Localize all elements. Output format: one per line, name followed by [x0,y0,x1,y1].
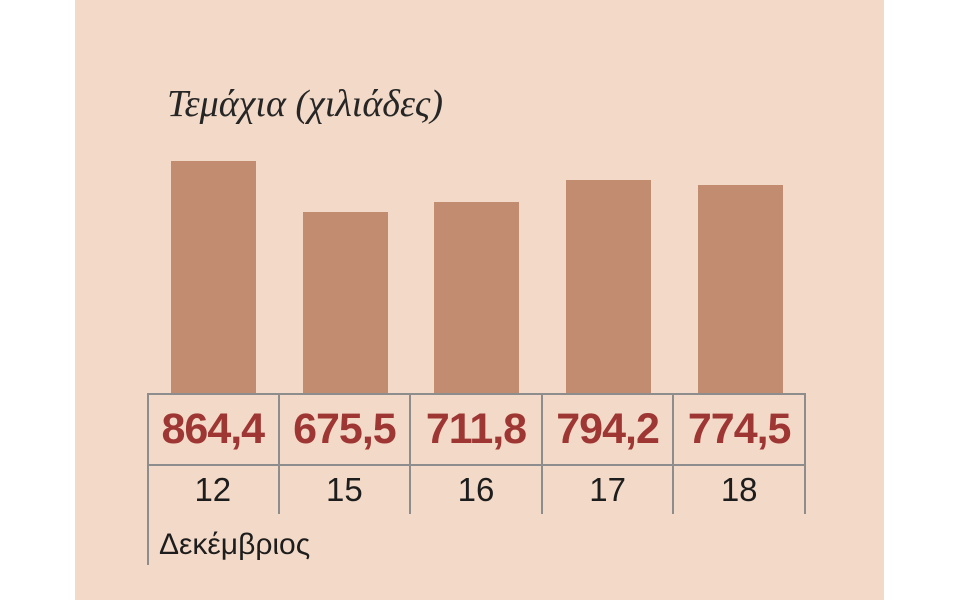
data-table: 864,4 675,5 711,8 794,2 774,5 12 15 16 1… [148,393,806,514]
value-cell: 864,4 [148,395,280,464]
years-row: 12 15 16 17 18 [148,466,806,514]
value-cell: 711,8 [411,395,543,464]
bar-chart [148,0,806,393]
year-cell: 15 [280,466,412,514]
bar-slot [148,0,280,393]
bar-2016 [434,202,520,393]
bar-2017 [566,180,652,393]
year-cell: 17 [543,466,675,514]
bar-2015 [302,212,388,393]
chart-panel: Τεμάχια (χιλιάδες) 864,4 675,5 [75,0,884,600]
bar-2012 [171,161,257,393]
values-row: 864,4 675,5 711,8 794,2 774,5 [148,395,806,466]
year-cell: 12 [148,466,280,514]
bar-slot [411,0,543,393]
chart-title: Τεμάχια (χιλιάδες) [167,83,444,125]
year-cell: 18 [674,466,806,514]
bar-2018 [697,185,783,393]
bar-slot [674,0,806,393]
year-cell: 16 [411,466,543,514]
table-left-border [147,393,149,565]
value-cell: 675,5 [280,395,412,464]
value-cell: 774,5 [674,395,806,464]
value-cell: 794,2 [543,395,675,464]
bar-slot [543,0,675,393]
x-axis-label: Δεκέμβριος [159,528,311,561]
bar-slot [280,0,412,393]
